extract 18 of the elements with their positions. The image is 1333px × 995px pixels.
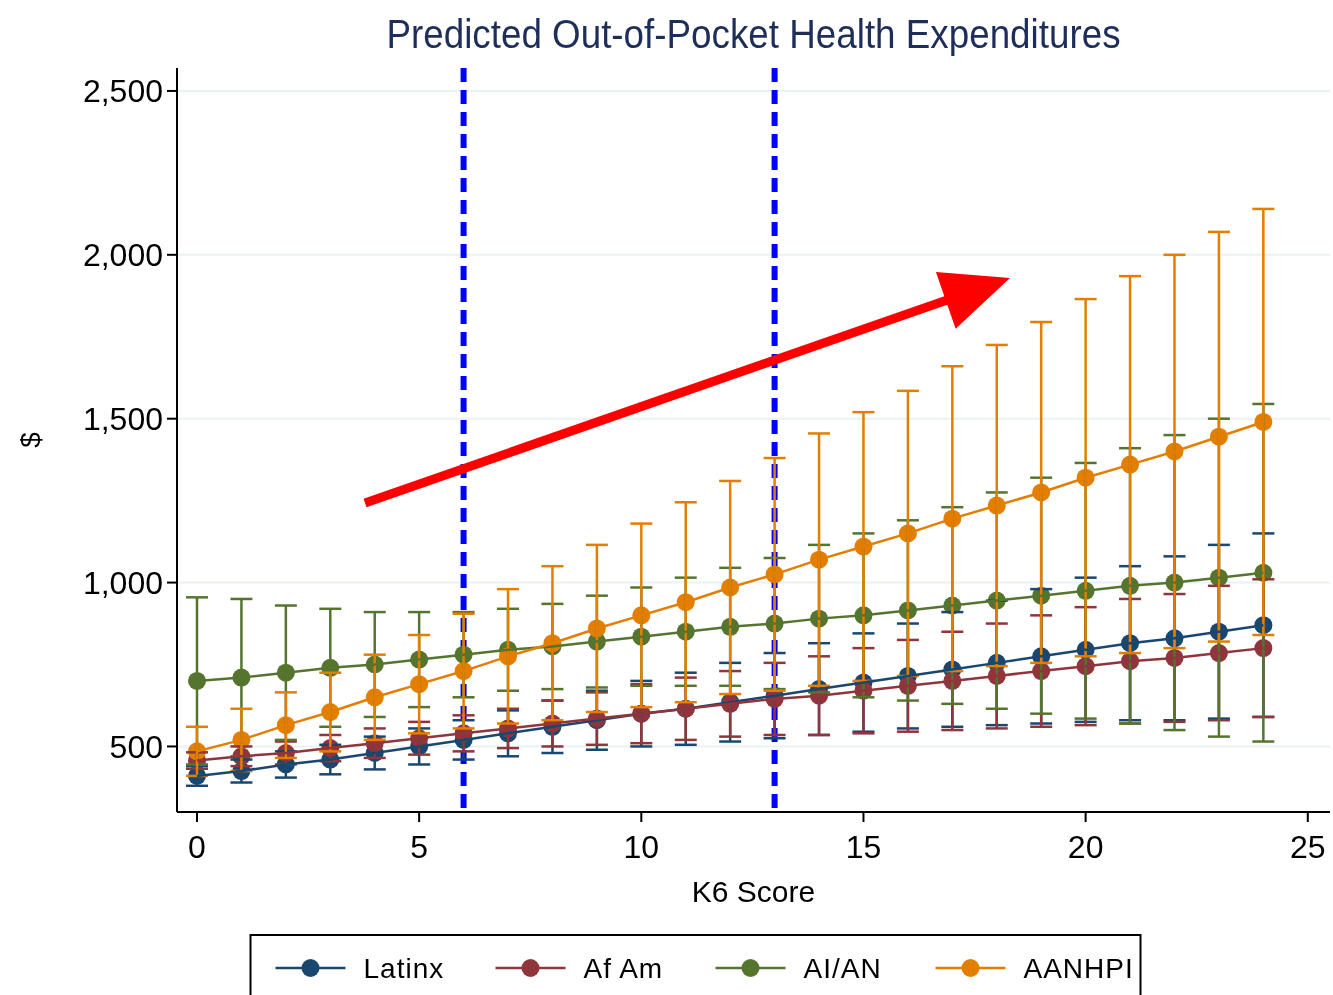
x-tick-label: 10 — [623, 829, 660, 865]
y-axis-title: $ — [15, 431, 46, 448]
y-tick-label: 500 — [109, 728, 163, 765]
legend-label: Latinx — [363, 952, 445, 984]
chart-title: Predicted Out-of-Pocket Health Expenditures — [386, 11, 1121, 57]
legend-label: Af Am — [583, 952, 664, 984]
x-tick-label: 15 — [845, 829, 882, 865]
y-tick-label: 1,500 — [82, 400, 163, 437]
x-tick-label: 0 — [188, 829, 206, 865]
legend-label: AANHPI — [1023, 952, 1134, 984]
legend-label: AI/AN — [803, 952, 882, 984]
x-tick-label: 25 — [1289, 829, 1326, 865]
y-tick-label: 2,500 — [82, 73, 163, 110]
x-axis-title: K6 Score — [691, 875, 816, 908]
y-tick-label: 2,000 — [82, 237, 163, 274]
y-tick-label: 1,000 — [82, 564, 163, 601]
x-tick-label: 5 — [410, 829, 429, 865]
x-tick-label: 20 — [1067, 829, 1104, 865]
